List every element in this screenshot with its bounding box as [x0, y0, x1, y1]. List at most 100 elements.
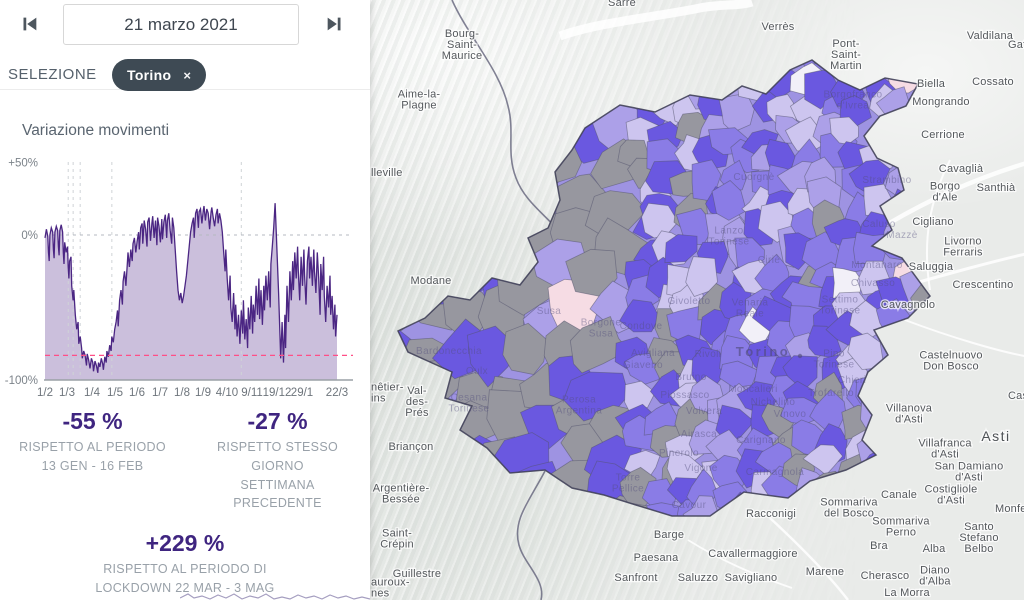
municipality-polygon[interactable]	[664, 234, 698, 264]
municipality-polygon[interactable]	[718, 37, 753, 75]
municipality-polygon[interactable]	[474, 37, 525, 86]
road-line	[687, 539, 793, 589]
map-label: Cigliano	[912, 216, 953, 228]
map-label: Borgone Susa	[581, 318, 622, 340]
municipality-polygon[interactable]	[880, 453, 917, 492]
stat-vs-same-day: -27 % RISPETTO STESSO GIORNO SETTIMANA P…	[185, 408, 370, 513]
map-label: Saint-Crépin	[380, 528, 414, 551]
municipality-polygon[interactable]	[593, 24, 645, 83]
municipality-polygon[interactable]	[515, 31, 567, 77]
municipality-polygon[interactable]	[809, 388, 847, 432]
municipality-polygon[interactable]	[647, 65, 686, 104]
sidebar-panel: 21 marzo 2021 SELEZIONE Torino × Variazi…	[0, 0, 370, 600]
municipality-polygon[interactable]	[685, 256, 718, 297]
map-label: Costigliole d'Asti	[925, 484, 978, 507]
map-label: San Damiano d'Asti	[935, 461, 1004, 484]
municipality-polygon[interactable]	[744, 45, 778, 81]
municipality-polygon[interactable]	[374, 174, 431, 229]
map-label: Carmagnola	[746, 467, 805, 478]
municipality-polygon[interactable]	[409, 184, 457, 230]
municipality-polygon[interactable]	[564, 36, 615, 93]
municipality-polygon[interactable]	[711, 180, 747, 221]
map-label: Oulx	[466, 366, 488, 377]
municipality-polygon[interactable]	[442, 463, 493, 514]
municipality-polygon[interactable]	[417, 206, 475, 264]
municipality-polygon[interactable]	[687, 48, 731, 79]
map-label: Pino Torinese	[814, 349, 855, 371]
municipality-polygon[interactable]	[878, 352, 920, 392]
map-label: Barge	[654, 529, 684, 541]
valley-highlight	[558, 0, 754, 41]
municipality-polygon[interactable]	[555, 490, 602, 545]
choropleth-map[interactable]: Sarre Verrès Bourg-Saint-Maurice Pont-Saint…	[370, 0, 1024, 600]
municipality-polygon[interactable]	[624, 380, 656, 415]
municipality-polygon[interactable]	[757, 37, 791, 72]
map-label: Montanaro	[851, 260, 902, 271]
map-label: Verrès	[762, 21, 795, 33]
selection-label: SELEZIONE	[8, 66, 97, 83]
map-label: Val-des-Prés	[405, 385, 429, 419]
municipality-polygon[interactable]	[481, 180, 533, 243]
map-label: Livorno Ferraris	[943, 236, 983, 259]
municipality-polygon[interactable]	[438, 500, 496, 547]
municipality-polygon[interactable]	[666, 305, 703, 343]
municipality-polygon[interactable]	[565, 248, 618, 298]
date-display[interactable]: 21 marzo 2021	[63, 4, 299, 45]
municipality-polygon[interactable]	[377, 37, 423, 91]
map-label: Lanzo Torinese	[709, 226, 750, 248]
x-axis-tick: 9/11	[241, 387, 263, 399]
close-icon[interactable]: ×	[183, 67, 191, 83]
municipality-polygon[interactable]	[494, 473, 538, 524]
municipality-polygon[interactable]	[889, 329, 922, 365]
map-label: Cerrione	[921, 129, 965, 141]
map-label: Rivoli	[695, 349, 722, 360]
municipality-polygon[interactable]	[517, 500, 568, 550]
date-nav-next-button[interactable]	[311, 4, 359, 44]
map-label: Aime-la-Plagne	[398, 89, 441, 112]
map-label: Castell'Alfero	[1008, 390, 1024, 402]
skip-next-icon	[327, 17, 341, 31]
map-label: Cesana Torinese	[449, 393, 490, 415]
municipality-polygon[interactable]	[611, 68, 648, 104]
municipality-polygon[interactable]	[502, 322, 548, 375]
municipality-polygon[interactable]	[481, 107, 544, 169]
municipality-polygon[interactable]	[622, 45, 651, 82]
map-canvas[interactable]: Sarre Verrès Bourg-Saint-Maurice Pont-Saint…	[370, 0, 1024, 600]
municipality-polygon[interactable]	[494, 504, 549, 552]
municipality-polygon[interactable]	[649, 50, 687, 84]
municipality-polygon[interactable]	[442, 71, 490, 122]
municipality-polygon[interactable]	[887, 114, 917, 152]
municipality-polygon[interactable]	[417, 136, 464, 196]
road-line	[769, 517, 849, 600]
municipality-polygon[interactable]	[382, 219, 439, 266]
date-nav-prev-button[interactable]	[5, 4, 53, 44]
stat-value: +229 %	[145, 530, 225, 556]
selection-chip[interactable]: Torino ×	[112, 59, 206, 91]
municipality-polygon[interactable]	[437, 173, 492, 233]
municipality-polygon[interactable]	[619, 299, 660, 333]
x-axis-tick: 1/4	[84, 387, 101, 399]
municipality-polygon[interactable]	[682, 495, 718, 534]
municipality-polygon[interactable]	[481, 140, 532, 194]
municipality-polygon[interactable]	[802, 444, 844, 476]
municipality-polygon[interactable]	[442, 111, 496, 161]
x-axis-tick: 1/9	[195, 387, 211, 399]
map-label: Caluso	[862, 219, 896, 230]
municipality-polygon[interactable]	[442, 144, 508, 198]
municipality-polygon[interactable]	[852, 231, 887, 265]
municipality-polygon[interactable]	[393, 106, 458, 157]
map-label: Biella	[917, 78, 946, 90]
map-label: Nichelino	[751, 397, 796, 408]
municipality-polygon[interactable]	[681, 55, 712, 85]
map-label: Strambino	[862, 175, 911, 186]
municipality-polygon[interactable]	[447, 207, 502, 261]
municipality-polygon[interactable]	[460, 60, 513, 116]
movement-variation-chart[interactable]: +50% 0% -100%1/2 1/3 1/4 1/5 1/6 1/7 1/8 1/9 4/10 9…	[0, 146, 370, 404]
municipality-polygon[interactable]	[510, 144, 560, 199]
municipality-polygon[interactable]	[829, 116, 860, 145]
date-text: 21 marzo 2021	[124, 14, 238, 34]
municipality-polygon[interactable]	[515, 113, 560, 162]
municipality-polygon[interactable]	[398, 20, 445, 84]
map-label: Gattinara	[1008, 39, 1024, 51]
